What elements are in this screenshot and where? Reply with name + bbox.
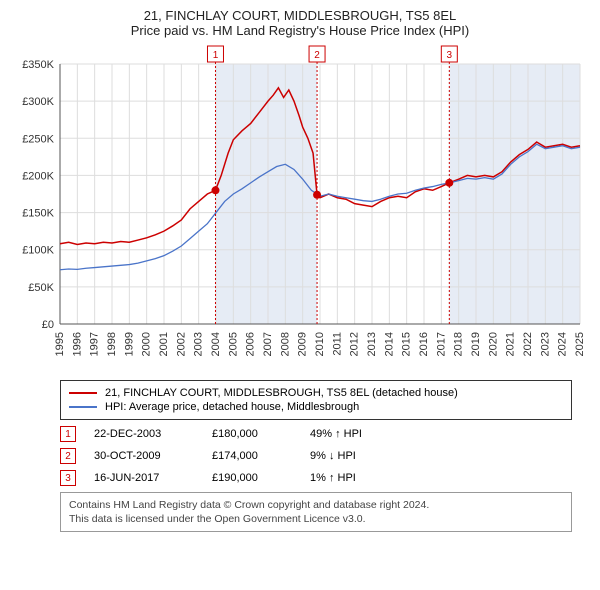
svg-text:1999: 1999 [123, 332, 135, 356]
svg-text:£0: £0 [42, 319, 54, 331]
event-row: 2 30-OCT-2009 £174,000 9% ↓ HPI [60, 448, 572, 464]
svg-text:2016: 2016 [418, 332, 430, 356]
svg-text:2000: 2000 [141, 332, 153, 356]
svg-text:1998: 1998 [106, 332, 118, 356]
event-date: 22-DEC-2003 [94, 428, 194, 440]
title-line-2: Price paid vs. HM Land Registry's House … [10, 23, 590, 38]
svg-text:2019: 2019 [470, 332, 482, 356]
svg-text:2002: 2002 [175, 332, 187, 356]
svg-text:1997: 1997 [89, 332, 101, 356]
legend-swatch [69, 406, 97, 408]
legend-swatch [69, 392, 97, 394]
svg-text:2024: 2024 [557, 332, 569, 356]
svg-text:2015: 2015 [401, 332, 413, 356]
svg-text:£50K: £50K [28, 282, 54, 294]
svg-text:2008: 2008 [279, 332, 291, 356]
event-price: £174,000 [212, 450, 292, 462]
event-row: 1 22-DEC-2003 £180,000 49% ↑ HPI [60, 426, 572, 442]
svg-text:2007: 2007 [262, 332, 274, 356]
event-price: £180,000 [212, 428, 292, 440]
svg-text:1: 1 [213, 50, 219, 61]
svg-text:2012: 2012 [349, 332, 361, 356]
footer-attribution: Contains HM Land Registry data © Crown c… [60, 492, 572, 532]
svg-text:£300K: £300K [22, 96, 54, 108]
footer-line-1: Contains HM Land Registry data © Crown c… [69, 498, 563, 512]
svg-text:2013: 2013 [366, 332, 378, 356]
chart: £0 £50K £100K £150K £200K £250K £300K £350K 1995… [10, 44, 590, 374]
event-marker-box: 1 [60, 426, 76, 442]
title-block: 21, FINCHLAY COURT, MIDDLESBROUGH, TS5 8… [10, 8, 590, 38]
svg-text:£250K: £250K [22, 133, 54, 145]
legend-row: HPI: Average price, detached house, Midd… [69, 401, 563, 413]
svg-text:£100K: £100K [22, 245, 54, 257]
svg-text:2010: 2010 [314, 332, 326, 356]
svg-text:2025: 2025 [574, 332, 586, 356]
event-marker-box: 2 [60, 448, 76, 464]
legend-label: HPI: Average price, detached house, Midd… [105, 401, 359, 413]
svg-text:2018: 2018 [453, 332, 465, 356]
svg-text:3: 3 [447, 50, 453, 61]
svg-text:2005: 2005 [227, 332, 239, 356]
legend-row: 21, FINCHLAY COURT, MIDDLESBROUGH, TS5 8… [69, 387, 563, 399]
svg-text:2021: 2021 [505, 332, 517, 356]
svg-text:2023: 2023 [539, 332, 551, 356]
event-row: 3 16-JUN-2017 £190,000 1% ↑ HPI [60, 470, 572, 486]
svg-text:2: 2 [314, 50, 320, 61]
svg-text:£200K: £200K [22, 170, 54, 182]
event-marker-box: 3 [60, 470, 76, 486]
event-table: 1 22-DEC-2003 £180,000 49% ↑ HPI 2 30-OCT-200… [60, 426, 572, 486]
legend: 21, FINCHLAY COURT, MIDDLESBROUGH, TS5 8… [60, 380, 572, 420]
title-line-1: 21, FINCHLAY COURT, MIDDLESBROUGH, TS5 8… [10, 8, 590, 23]
svg-text:2009: 2009 [297, 332, 309, 356]
event-delta: 1% ↑ HPI [310, 472, 410, 484]
svg-text:2006: 2006 [245, 332, 257, 356]
event-date: 30-OCT-2009 [94, 450, 194, 462]
svg-text:£150K: £150K [22, 208, 54, 220]
svg-text:2014: 2014 [383, 332, 395, 356]
svg-text:2011: 2011 [331, 332, 343, 356]
svg-text:£350K: £350K [22, 59, 54, 71]
svg-text:2017: 2017 [435, 332, 447, 356]
footer-line-2: This data is licensed under the Open Gov… [69, 512, 563, 526]
event-delta: 9% ↓ HPI [310, 450, 410, 462]
legend-label: 21, FINCHLAY COURT, MIDDLESBROUGH, TS5 8… [105, 387, 458, 399]
svg-text:2020: 2020 [487, 332, 499, 356]
svg-text:2003: 2003 [193, 332, 205, 356]
svg-text:2004: 2004 [210, 332, 222, 356]
svg-text:2022: 2022 [522, 332, 534, 356]
svg-text:1996: 1996 [71, 332, 83, 356]
event-delta: 49% ↑ HPI [310, 428, 410, 440]
svg-text:1995: 1995 [54, 332, 66, 356]
svg-text:2001: 2001 [158, 332, 170, 356]
event-date: 16-JUN-2017 [94, 472, 194, 484]
event-price: £190,000 [212, 472, 292, 484]
